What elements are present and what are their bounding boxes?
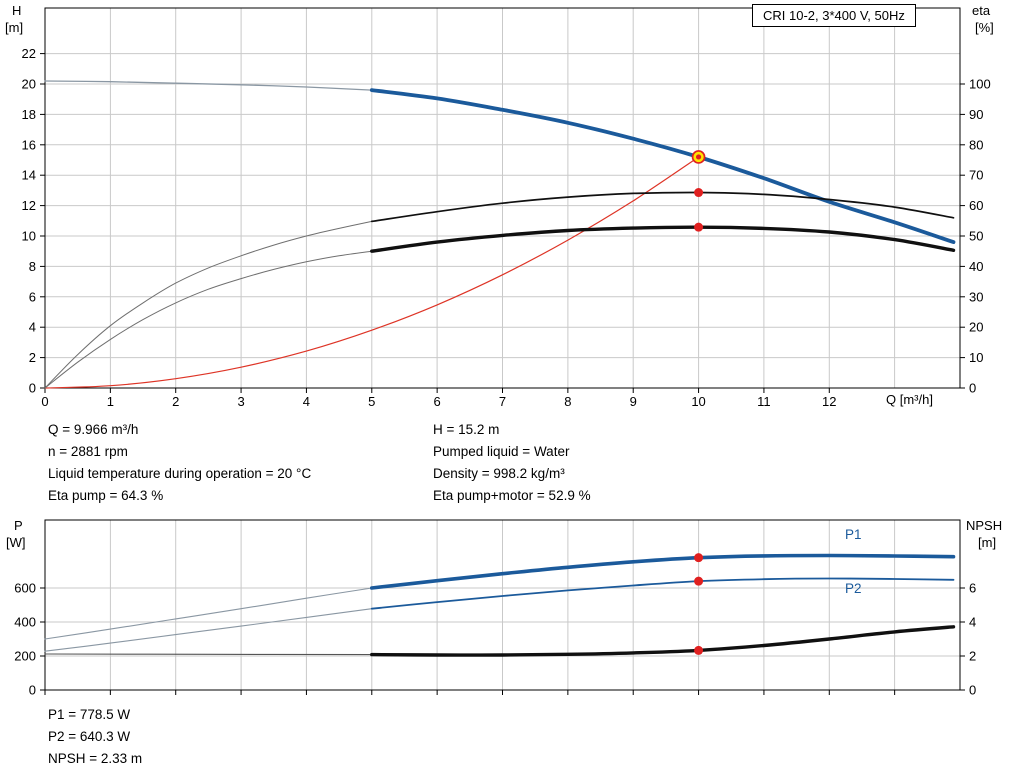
npsh-axis-title: NPSH [966, 518, 1003, 533]
left-tick-label: 4 [29, 320, 36, 335]
right-tick-label: 100 [969, 77, 991, 92]
info-eta-pump-motor: Eta pump+motor = 52.9 % [433, 488, 591, 503]
eta-axis-unit: [%] [975, 20, 994, 35]
x-tick-label: 11 [757, 394, 771, 409]
h-axis-unit: [m] [5, 20, 24, 35]
npsh-extension [44, 653, 373, 656]
x-tick-label: 12 [822, 394, 836, 409]
x-tick-label: 0 [41, 394, 48, 409]
info-density: Density = 998.2 kg/m³ [433, 466, 565, 481]
left-tick-label: 400 [14, 615, 36, 630]
right-tick-label: 4 [969, 615, 976, 630]
left-tick-label: 2 [29, 350, 36, 365]
eta-pump-curve [370, 191, 955, 223]
x-tick-label: 3 [237, 394, 244, 409]
info-temperature: Liquid temperature during operation = 20… [48, 466, 312, 481]
right-tick-label: 20 [969, 320, 983, 335]
left-tick-label: 18 [22, 107, 36, 122]
hq-eta-chart[interactable]: 0246810121416182022010203040506070809010… [0, 0, 1024, 415]
x-tick-label: 9 [630, 394, 637, 409]
left-tick-label: 12 [22, 198, 36, 213]
x-tick-label: 4 [303, 394, 310, 409]
x-tick-label: 1 [107, 394, 114, 409]
x-tick-label: 5 [368, 394, 375, 409]
left-tick-label: 8 [29, 259, 36, 274]
eta-pump-motor-curve [370, 225, 956, 253]
info-speed: n = 2881 rpm [48, 444, 128, 459]
result-p1: P1 = 778.5 W [48, 707, 131, 722]
eta-pump-motor-extension [44, 250, 373, 389]
left-tick-label: 14 [22, 168, 36, 183]
right-tick-label: 90 [969, 107, 983, 122]
p-axis-title: P [14, 518, 23, 533]
left-tick-label: 6 [29, 289, 36, 304]
result-npsh: NPSH = 2.33 m [48, 751, 143, 766]
x-tick-label: 6 [434, 394, 441, 409]
q-axis-title: Q [m³/h] [886, 392, 933, 407]
result-p2: P2 = 640.3 W [48, 729, 131, 744]
results-panel: P1 = 778.5 W P2 = 640.3 W NPSH = 2.33 m [48, 704, 142, 770]
x-tick-label: 10 [691, 394, 705, 409]
left-tick-label: 0 [29, 381, 36, 396]
right-tick-label: 10 [969, 350, 983, 365]
info-flow: Q = 9.966 m³/h [48, 422, 139, 437]
right-tick-label: 2 [969, 649, 976, 664]
left-tick-label: 20 [22, 77, 36, 92]
right-tick-label: 6 [969, 581, 976, 596]
right-tick-label: 0 [969, 381, 976, 396]
eta-pump-point[interactable] [694, 188, 704, 198]
left-tick-label: 22 [22, 46, 36, 61]
left-tick-label: 16 [22, 137, 36, 152]
x-tick-label: 8 [564, 394, 571, 409]
right-tick-label: 0 [969, 683, 976, 698]
p2-point[interactable] [694, 576, 704, 586]
eta-pump-extension [44, 220, 373, 389]
npsh-axis-unit: [m] [978, 535, 997, 550]
pump-title-box: CRI 10-2, 3*400 V, 50Hz [752, 4, 916, 27]
p1-extension [44, 587, 373, 640]
p2-extension [44, 608, 373, 652]
info-eta-pump: Eta pump = 64.3 % [48, 488, 164, 503]
duty-info-left: Q = 9.966 m³/h n = 2881 rpm Liquid tempe… [48, 419, 311, 507]
head-curve-extension [44, 80, 373, 91]
right-tick-label: 70 [969, 168, 983, 183]
p-axis-unit: [W] [6, 535, 26, 550]
left-tick-label: 0 [29, 683, 36, 698]
head-curve[interactable] [369, 88, 956, 244]
p2-curve[interactable] [370, 577, 955, 610]
p1-curve[interactable] [370, 553, 956, 590]
p1-curve-label: P1 [845, 527, 862, 542]
left-tick-label: 600 [14, 581, 36, 596]
npsh-point[interactable] [694, 645, 704, 655]
info-liquid: Pumped liquid = Water [433, 444, 570, 459]
right-tick-label: 30 [969, 289, 983, 304]
x-tick-label: 2 [172, 394, 179, 409]
p1-point[interactable] [694, 553, 704, 563]
power-npsh-chart[interactable]: 0 200 400 600 0 2 4 6 [0, 515, 1024, 715]
p2-curve-label: P2 [845, 581, 862, 596]
npsh-curve[interactable] [370, 625, 956, 657]
eta-pump-motor-point[interactable] [694, 222, 704, 232]
x-tick-label: 7 [499, 394, 506, 409]
eta-axis-title: eta [972, 3, 991, 18]
right-tick-label: 40 [969, 259, 983, 274]
duty-info-right: H = 15.2 m Pumped liquid = Water Density… [433, 419, 591, 507]
right-tick-label: 60 [969, 198, 983, 213]
left-tick-label: 200 [14, 649, 36, 664]
info-head: H = 15.2 m [433, 422, 500, 437]
right-tick-label: 80 [969, 137, 983, 152]
left-tick-label: 10 [22, 229, 36, 244]
h-axis-title: H [12, 3, 22, 18]
duty-point-center [695, 154, 702, 160]
right-tick-label: 50 [969, 229, 983, 244]
